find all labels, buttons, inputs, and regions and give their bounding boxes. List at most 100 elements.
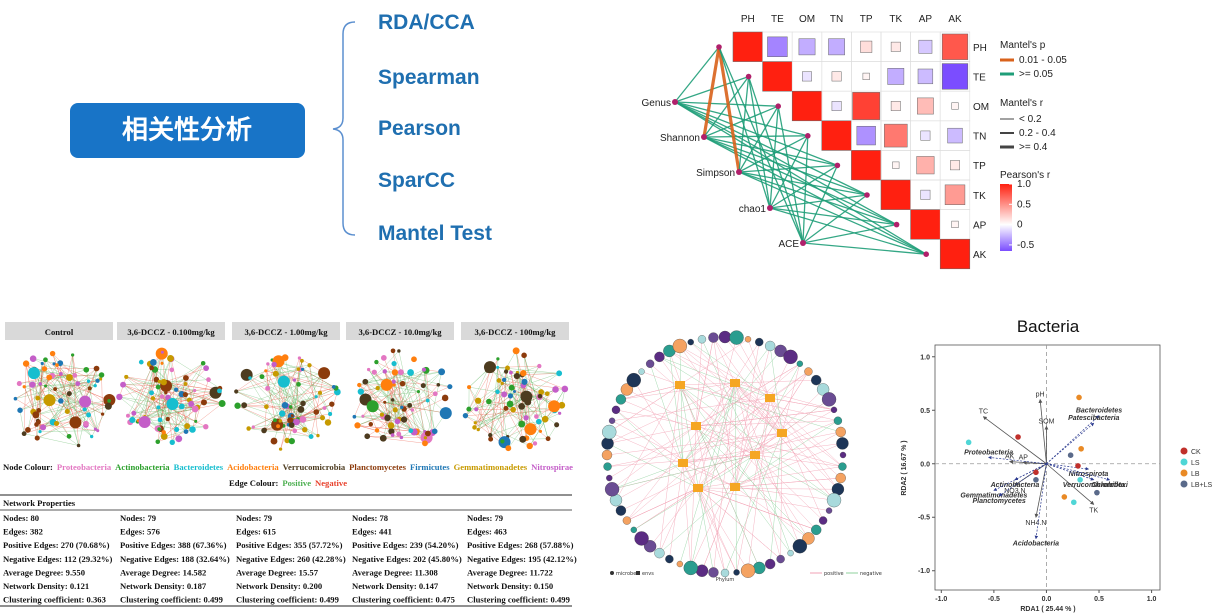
microbe-node [602, 424, 617, 440]
network-edge [144, 385, 167, 423]
phylum-label: Actinobacteria [115, 462, 170, 472]
network-node [58, 398, 64, 404]
network-edge [126, 376, 173, 405]
taxon-arrow [998, 463, 1047, 497]
network-node [173, 387, 179, 392]
network-node [496, 357, 500, 361]
network-edge [527, 401, 557, 425]
heat-cell [828, 38, 845, 56]
heat-cell [851, 150, 882, 181]
column-label: OM [799, 14, 815, 25]
network-node [34, 422, 39, 427]
cooccurrence-edge [734, 382, 841, 479]
cooccurrence-edge [769, 397, 843, 467]
network-edge [249, 370, 266, 379]
microbe-node [792, 539, 808, 554]
legend-marker [1180, 458, 1188, 466]
network-edge [36, 424, 98, 431]
network-node [116, 393, 123, 401]
cooccurrence-edge [633, 454, 756, 531]
microbe-node [740, 563, 756, 578]
network-edge [144, 358, 172, 423]
taxon-arrow [993, 463, 1047, 491]
network-edge [157, 394, 182, 429]
network-node [521, 352, 527, 359]
microbe-node [776, 554, 785, 564]
table-cell: Positive Edges: 239 (54.20%) [352, 540, 459, 550]
network-node [264, 404, 269, 410]
cooccurrence-edge [649, 363, 684, 464]
network-edge [97, 414, 103, 431]
y-tick-label: 0.0 [920, 461, 930, 468]
network-node [556, 370, 563, 377]
network-node [287, 417, 294, 424]
mantel-link [674, 101, 897, 226]
network-node [57, 360, 64, 367]
table-cell: Nodes: 79 [467, 513, 503, 523]
network-node [537, 393, 543, 399]
network-edge [144, 362, 154, 417]
y-axis-label: RDA2 ( 16.67 % ) [901, 440, 908, 495]
heat-cell [862, 72, 870, 80]
network-node [22, 360, 30, 367]
network-node [436, 382, 441, 387]
network-node [513, 373, 520, 380]
network-node [462, 412, 469, 419]
network-edge [244, 405, 291, 421]
network-node [164, 390, 168, 395]
cooccurrence-edge [679, 345, 756, 456]
network-node [329, 401, 335, 407]
network-edge [354, 416, 398, 422]
network-node [545, 436, 551, 442]
y-tick-label: 1.0 [920, 354, 930, 361]
network-edge [54, 388, 85, 410]
microbe-node [811, 374, 822, 386]
cooccurrence-edge [679, 339, 749, 386]
network-node [496, 378, 502, 383]
index-label: Shannon [660, 133, 700, 144]
network-node [390, 348, 396, 354]
legend-label: positive [824, 571, 844, 577]
cooccurrence-edge [679, 345, 771, 399]
network-edge [127, 415, 188, 427]
network-edge [392, 399, 413, 411]
network-node [149, 365, 155, 371]
legend-dot [610, 571, 614, 575]
network-node [203, 365, 210, 372]
network-node [416, 390, 421, 394]
network-node [93, 427, 97, 431]
network-node [40, 361, 44, 366]
microbe-node [796, 360, 803, 367]
network-node [160, 361, 164, 365]
network-node [25, 427, 31, 433]
network-node [307, 363, 312, 368]
network-node [474, 407, 479, 412]
network-node [388, 428, 395, 435]
heat-cell [916, 156, 935, 175]
network-edge [69, 377, 87, 424]
heat-cell [802, 71, 812, 82]
network-node [552, 386, 559, 393]
network-node [271, 361, 277, 368]
network-node [501, 391, 508, 398]
panel-header [5, 322, 113, 340]
network-edge [45, 359, 50, 401]
cooccurrence-edge [734, 345, 771, 488]
network-edge [393, 381, 419, 392]
cooccurrence-edge [615, 462, 684, 501]
legend-label: < 0.2 [1019, 114, 1042, 125]
cooccurrence-edge [679, 382, 736, 565]
column-label: AK [948, 14, 962, 25]
network-node [206, 377, 211, 383]
cooccurrence-edge [620, 432, 783, 511]
network-edge [248, 387, 336, 429]
microbe-node [708, 332, 719, 343]
network-node [424, 430, 431, 437]
x-tick-label: 0.0 [1042, 596, 1052, 603]
network-node [70, 353, 75, 357]
microbe-node [833, 416, 843, 425]
network-node [524, 398, 532, 406]
cooccurrence-edge [780, 432, 783, 560]
network-node [512, 347, 520, 355]
network-node [29, 355, 37, 363]
